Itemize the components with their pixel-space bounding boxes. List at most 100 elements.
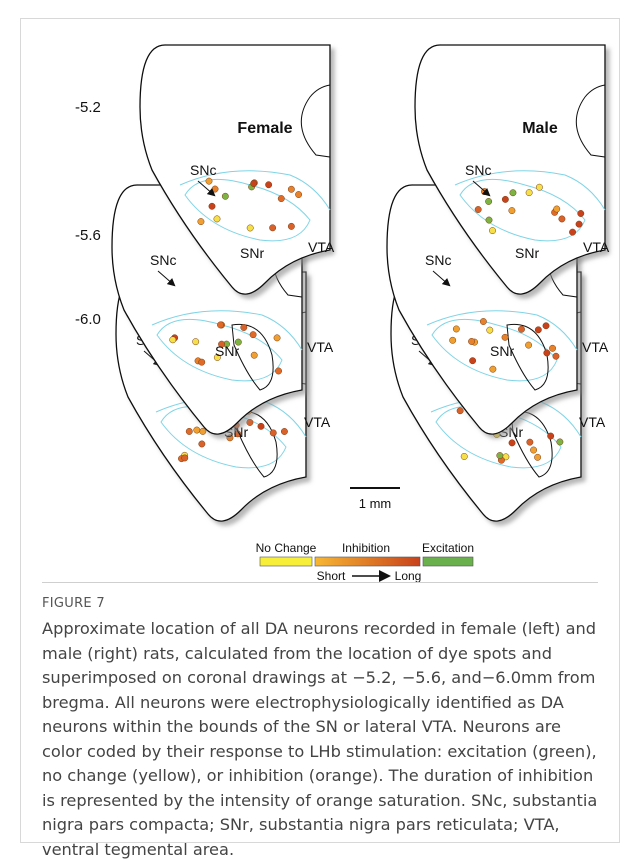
neuron-dot [170, 337, 176, 343]
neuron-dot [490, 366, 496, 372]
vta-label: VTA [307, 339, 334, 355]
neuron-dot [547, 433, 553, 439]
snc-label: SNc [425, 252, 451, 268]
vta-label: VTA [579, 414, 606, 430]
legend-swatch [315, 557, 420, 566]
snr-label: SNr [215, 343, 239, 359]
bregma-level: -6.0 [75, 311, 101, 328]
neuron-dot [530, 447, 536, 453]
neuron-dot [250, 331, 256, 337]
bregma-level: -5.6 [75, 227, 101, 244]
neuron-dot [485, 198, 491, 204]
neuron-dot [274, 335, 280, 341]
neuron-dot [544, 350, 550, 356]
neuron-dot [222, 193, 228, 199]
neuron-dot [468, 338, 474, 344]
caption: Approximate location of all DA neurons r… [42, 617, 602, 862]
vta-label: VTA [582, 339, 609, 355]
neuron-dot [206, 178, 212, 184]
neuron-dot [278, 195, 284, 201]
legend-label: No Change [256, 541, 317, 555]
snr-label: SNr [240, 245, 264, 261]
neuron-dot [251, 180, 257, 186]
neuron-dot [534, 454, 540, 460]
neuron-dot [543, 323, 549, 329]
vta-label: VTA [308, 239, 335, 255]
neuron-dot [510, 190, 516, 196]
panel-title: Male [522, 120, 558, 137]
legend-swatch [260, 557, 312, 566]
neuron-dot [475, 206, 481, 212]
neuron-dot [486, 217, 492, 223]
neuron-dot [559, 216, 565, 222]
neuron-dot [536, 184, 542, 190]
neuron-dot [480, 318, 486, 324]
divider [42, 582, 598, 583]
legend-swatch [423, 557, 473, 566]
neuron-dot [214, 216, 220, 222]
neuron-dot [198, 218, 204, 224]
legend-label: Inhibition [342, 541, 390, 555]
bregma-level: -5.2 [75, 99, 101, 116]
neuron-dot [247, 225, 253, 231]
legend-label: Excitation [422, 541, 474, 555]
figure: -5.2 -5.6 -6.0 SNc SNr VTA SNc SNr VTA SNc SNr VTA F… [0, 0, 642, 590]
neuron-dot [453, 326, 459, 332]
neuron-dot [192, 338, 198, 344]
neuron-dot [535, 327, 541, 333]
snc-label: SNc [465, 162, 491, 178]
neuron-dot [557, 439, 563, 445]
neuron-dot [269, 225, 275, 231]
neuron-dot [509, 207, 515, 213]
neuron-dot [497, 452, 503, 458]
neuron-dot [569, 229, 575, 235]
snr-label: SNr [490, 343, 514, 359]
neuron-dot [461, 453, 467, 459]
neuron-dot [182, 455, 188, 461]
legend-gradient-start: Short [317, 569, 346, 583]
page: -5.2 -5.6 -6.0 SNc SNr VTA SNc SNr VTA SNc SNr VTA F… [0, 0, 642, 863]
neuron-dot [526, 189, 532, 195]
neuron-dot [553, 353, 559, 359]
neuron-dot [251, 352, 257, 358]
neuron-dot [527, 439, 533, 445]
neuron-dot [549, 345, 555, 351]
scale-bar-label: 1 mm [359, 496, 392, 511]
snc-label: SNc [150, 252, 176, 268]
neuron-dot [578, 210, 584, 216]
neuron-dot [281, 428, 287, 434]
neuron-dot [265, 182, 271, 188]
neuron-dot [487, 327, 493, 333]
neuron-dot [518, 326, 524, 332]
neuron-dot [509, 440, 515, 446]
panel-title: Female [237, 120, 292, 137]
neuron-dot [554, 206, 560, 212]
neuron-dot [194, 427, 200, 433]
neuron-dot [275, 368, 281, 374]
neuron-dot [288, 186, 294, 192]
neuron-dot [199, 359, 205, 365]
legend-gradient-end: Long [395, 569, 422, 583]
neuron-dot [270, 430, 276, 436]
vta-label: VTA [304, 414, 331, 430]
neuron-dot [212, 186, 218, 192]
neuron-dot [525, 342, 531, 348]
snc-label: SNc [190, 162, 216, 178]
neuron-dot [209, 203, 215, 209]
neuron-dot [576, 221, 582, 227]
neuron-dot [502, 334, 508, 340]
figure-label: FIGURE 7 [42, 596, 105, 611]
neuron-dot [258, 423, 264, 429]
neuron-dot [457, 408, 463, 414]
neuron-dot [217, 322, 223, 328]
neuron-dot [186, 428, 192, 434]
neuron-dot [199, 441, 205, 447]
neuron-dot [502, 196, 508, 202]
neuron-dot [241, 324, 247, 330]
snr-label: SNr [515, 245, 539, 261]
neuron-dot [489, 227, 495, 233]
neuron-dot [449, 337, 455, 343]
neuron-dot [469, 357, 475, 363]
neuron-dot [288, 223, 294, 229]
neuron-dot [295, 191, 301, 197]
